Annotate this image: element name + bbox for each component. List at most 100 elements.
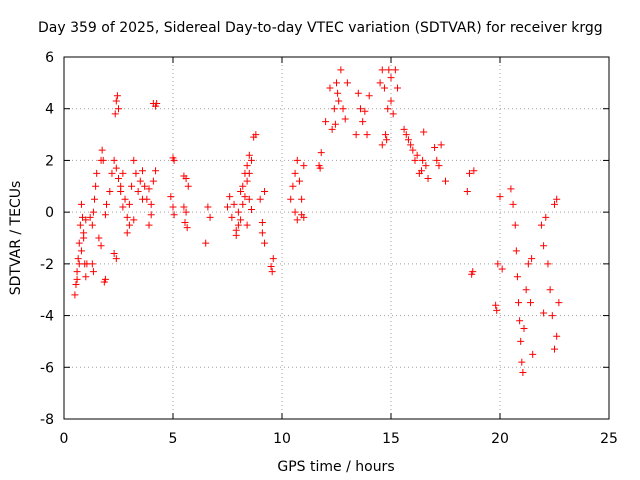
data-point [182, 175, 190, 183]
data-point [334, 89, 342, 97]
data-point [402, 131, 410, 139]
data-point [300, 213, 308, 221]
data-point [492, 301, 500, 309]
data-point [378, 66, 386, 74]
data-point [123, 213, 131, 221]
data-point [101, 211, 109, 219]
data-point [359, 118, 367, 126]
data-point [184, 182, 192, 190]
x-tick-label: 20 [491, 431, 509, 447]
data-point [77, 200, 85, 208]
data-point [145, 221, 153, 229]
data-point [517, 337, 525, 345]
data-point [354, 89, 362, 97]
data-point [89, 208, 97, 216]
data-point [112, 164, 120, 172]
data-point [540, 309, 548, 317]
data-point [73, 268, 81, 276]
data-point [295, 177, 303, 185]
data-point [298, 195, 306, 203]
data-point [291, 169, 299, 177]
chart-title: Day 359 of 2025, Sidereal Day-to-day VTE… [38, 20, 603, 36]
data-point [537, 221, 545, 229]
y-tick-label: 4 [45, 102, 54, 118]
data-point [469, 268, 477, 276]
data-point [433, 156, 441, 164]
x-tick-label: 5 [169, 431, 178, 447]
data-point [98, 146, 106, 154]
data-point [71, 291, 79, 299]
data-point [86, 213, 94, 221]
data-point [89, 268, 97, 276]
data-point [463, 187, 471, 195]
data-point [143, 195, 151, 203]
data-point [333, 79, 340, 87]
data-point [230, 200, 238, 208]
y-tick-label: -6 [40, 360, 54, 376]
data-point [119, 203, 127, 211]
data-point [322, 118, 330, 126]
data-point [544, 260, 552, 268]
data-point [153, 100, 161, 108]
data-point [234, 208, 242, 216]
data-point [147, 211, 155, 219]
data-point [293, 156, 301, 164]
data-point [330, 105, 338, 113]
data-point [442, 177, 449, 185]
x-tick-label: 10 [273, 431, 291, 447]
data-point [108, 169, 116, 177]
data-point [237, 216, 245, 224]
data-point [241, 193, 249, 201]
data-point [170, 211, 178, 219]
data-point [99, 156, 107, 164]
data-point [376, 79, 384, 87]
data-point [138, 167, 146, 175]
data-point [125, 221, 133, 229]
data-point [341, 115, 349, 123]
data-point [261, 187, 269, 195]
data-point [527, 299, 535, 307]
data-point [540, 242, 548, 250]
data-point [385, 66, 393, 74]
data-point [422, 162, 430, 170]
data-point [361, 107, 369, 115]
data-point [507, 185, 515, 193]
data-point [512, 247, 520, 255]
data-point [316, 164, 324, 172]
data-point [363, 131, 371, 139]
data-point [555, 299, 563, 307]
data-point [328, 125, 336, 133]
data-point [387, 97, 395, 105]
data-point [382, 131, 390, 139]
data-point [258, 218, 266, 226]
data-point [496, 193, 504, 201]
data-point [234, 221, 242, 229]
data-point [258, 229, 266, 237]
data-point [115, 105, 122, 113]
data-point [384, 105, 392, 113]
data-point [204, 203, 212, 211]
data-point [343, 79, 351, 87]
y-axis-label: SDTVAR / TECUs [8, 181, 24, 296]
data-point [117, 182, 125, 190]
data-point [183, 224, 191, 232]
data-point [524, 260, 532, 268]
data-point [130, 156, 138, 164]
data-point [380, 84, 388, 92]
data-point [413, 151, 421, 159]
data-point [111, 110, 119, 118]
data-point [409, 146, 417, 154]
data-point [132, 169, 140, 177]
data-point [145, 185, 153, 193]
data-point [335, 97, 343, 105]
data-point [418, 167, 426, 175]
x-tick-label: 0 [60, 431, 69, 447]
data-point [300, 162, 308, 170]
data-point [232, 231, 240, 239]
data-point [147, 200, 155, 208]
data-point [518, 358, 526, 366]
data-point [400, 125, 408, 133]
data-point [121, 195, 129, 203]
data-point [206, 213, 214, 221]
